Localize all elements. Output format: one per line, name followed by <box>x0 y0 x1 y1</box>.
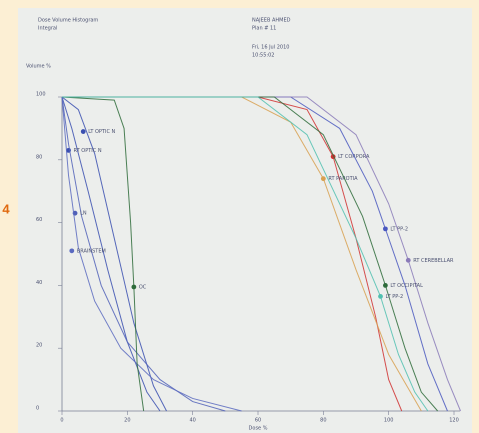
page-label: 4 <box>2 201 10 216</box>
x-tick-label: 40 <box>189 418 195 424</box>
x-tick-label: 0 <box>60 418 63 424</box>
curve-label: RT OPTIC N <box>74 148 102 154</box>
curve-marker <box>378 294 383 299</box>
y-tick-label: 80 <box>36 154 42 160</box>
chart: 4 Dose Volume Histogram Integral NAJEEB … <box>0 0 479 433</box>
curve-label: LT PP-2 <box>386 294 404 300</box>
curve-label: LT OPTIC N <box>88 129 115 135</box>
x-axis-title: Dose % <box>249 426 268 432</box>
curve-marker <box>69 248 74 253</box>
x-tick-label: 20 <box>124 418 130 424</box>
curve-marker <box>383 226 388 231</box>
curve-marker <box>383 283 388 288</box>
page: 4 Dose Volume Histogram Integral NAJEEB … <box>0 0 479 433</box>
header-line: Fri, 16 Jul 2010 <box>252 45 289 51</box>
y-axis-title: Volume % <box>26 64 51 70</box>
curve-label: OC <box>139 284 147 290</box>
chart-subtitle: Integral <box>38 26 57 32</box>
header-line: 10:55:02 <box>252 53 274 59</box>
x-tick-label: 100 <box>384 418 394 424</box>
curve-marker <box>81 129 86 134</box>
x-tick-label: 120 <box>449 418 459 424</box>
curve-label: BRAINSTEM <box>77 248 106 254</box>
curve-marker <box>321 176 326 181</box>
curve-label: LT PP-2 <box>390 226 408 232</box>
chart-title: Dose Volume Histogram <box>38 18 98 24</box>
y-tick-label: 0 <box>36 406 39 412</box>
header-line: NAJEEB AHMED <box>252 18 291 24</box>
curve-marker <box>131 285 136 290</box>
x-tick-label: 60 <box>255 418 261 424</box>
paper <box>18 8 472 433</box>
curve-label: RT CEREBELLAR <box>413 258 454 264</box>
x-tick-label: 80 <box>320 418 326 424</box>
curve-marker <box>406 258 411 263</box>
y-tick-label: 60 <box>36 217 42 223</box>
y-tick-label: 100 <box>36 92 46 98</box>
header-line: Plan # 11 <box>252 26 276 32</box>
curve-label: LN <box>80 211 87 217</box>
y-tick-label: 20 <box>36 343 42 349</box>
curve-label: LT OCCIPITAL <box>390 283 423 289</box>
y-tick-label: 40 <box>36 280 42 286</box>
